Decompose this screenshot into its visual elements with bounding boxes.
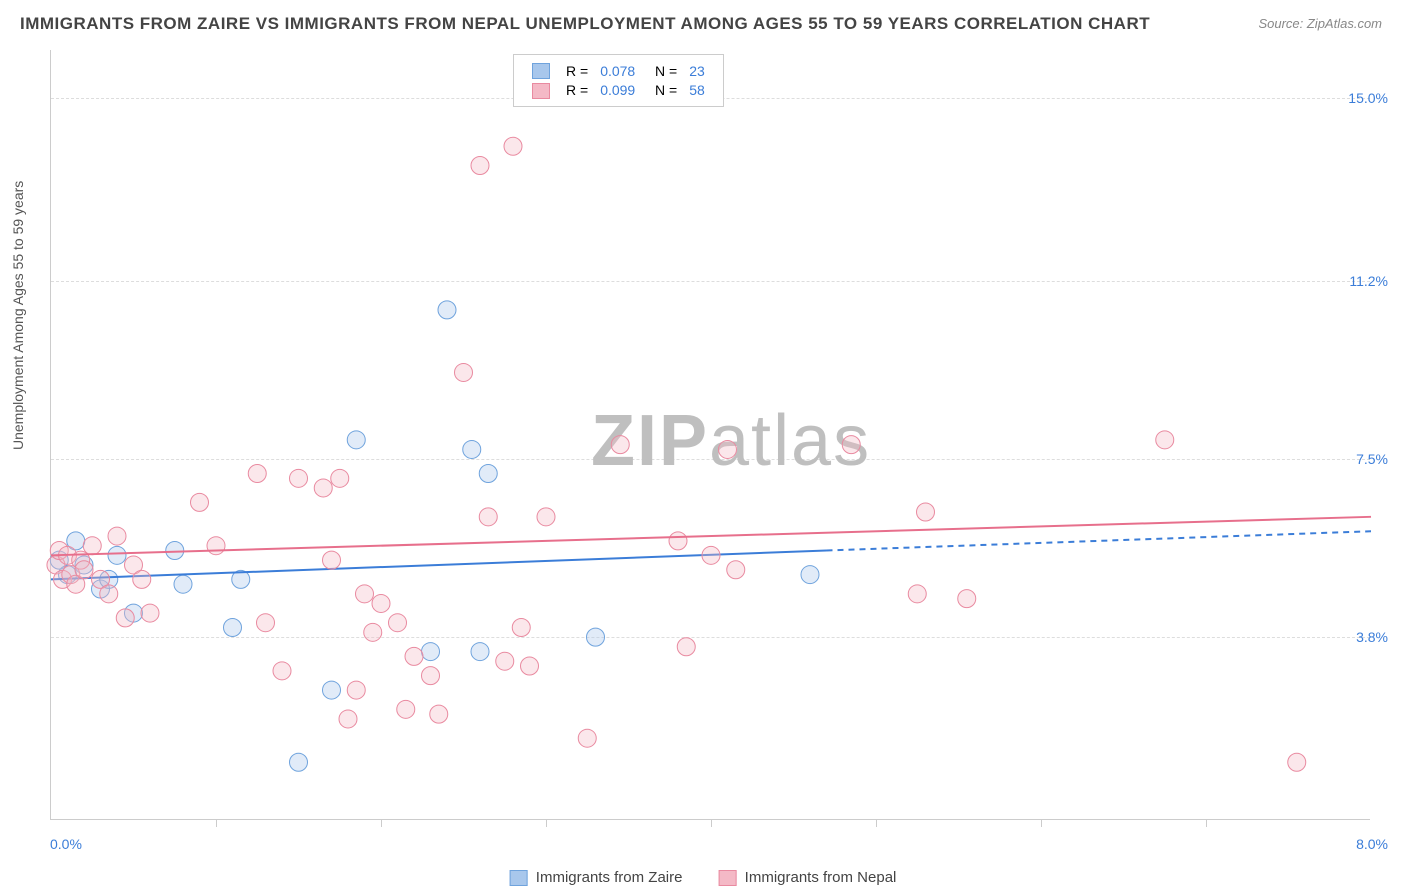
series-legend: Immigrants from Zaire Immigrants from Ne… xyxy=(492,869,915,886)
legend-swatch xyxy=(718,870,736,886)
legend-r-value: 0.099 xyxy=(594,80,641,99)
data-point xyxy=(727,561,745,579)
data-point xyxy=(323,551,341,569)
data-point xyxy=(908,585,926,603)
chart-title: IMMIGRANTS FROM ZAIRE VS IMMIGRANTS FROM… xyxy=(20,14,1150,34)
data-point xyxy=(471,157,489,175)
chart-source: Source: ZipAtlas.com xyxy=(1258,16,1382,31)
data-point xyxy=(842,436,860,454)
legend-r-value: 0.078 xyxy=(594,61,641,80)
data-point xyxy=(356,585,374,603)
data-point xyxy=(405,647,423,665)
data-point xyxy=(702,546,720,564)
data-point xyxy=(463,440,481,458)
data-point xyxy=(339,710,357,728)
data-point xyxy=(719,440,737,458)
data-point xyxy=(83,537,101,555)
legend-n-label: N = xyxy=(641,80,683,99)
data-point xyxy=(248,465,266,483)
data-point xyxy=(958,590,976,608)
data-point xyxy=(290,753,308,771)
x-origin-label: 0.0% xyxy=(50,836,82,852)
data-point xyxy=(504,137,522,155)
data-point xyxy=(331,469,349,487)
x-tick xyxy=(876,819,877,827)
legend-r-label: R = xyxy=(560,61,594,80)
legend-swatch xyxy=(510,870,528,886)
legend-r-label: R = xyxy=(560,80,594,99)
data-point xyxy=(75,561,93,579)
legend-swatch xyxy=(532,63,550,79)
data-point xyxy=(587,628,605,646)
data-point xyxy=(578,729,596,747)
data-point xyxy=(537,508,555,526)
trend-line-ext xyxy=(827,531,1372,550)
data-point xyxy=(273,662,291,680)
data-point xyxy=(512,619,530,637)
legend-swatch xyxy=(532,83,550,99)
data-point xyxy=(438,301,456,319)
x-tick xyxy=(381,819,382,827)
scatter-plot-svg xyxy=(51,50,1370,819)
legend-n-value: 23 xyxy=(683,61,711,80)
data-point xyxy=(108,527,126,545)
data-point xyxy=(100,585,118,603)
x-max-label: 8.0% xyxy=(1356,836,1388,852)
data-point xyxy=(669,532,687,550)
data-point xyxy=(166,542,184,560)
data-point xyxy=(174,575,192,593)
data-point xyxy=(347,681,365,699)
data-point xyxy=(389,614,407,632)
legend-item: Immigrants from Zaire xyxy=(510,869,683,886)
data-point xyxy=(141,604,159,622)
data-point xyxy=(479,465,497,483)
chart-plot-area: ZIPatlas R = 0.078 N = 23 R = 0.099 N = … xyxy=(50,50,1370,820)
data-point xyxy=(917,503,935,521)
data-point xyxy=(133,570,151,588)
data-point xyxy=(611,436,629,454)
data-point xyxy=(677,638,695,656)
data-point xyxy=(323,681,341,699)
x-tick xyxy=(1041,819,1042,827)
x-tick xyxy=(711,819,712,827)
legend-label: Immigrants from Zaire xyxy=(536,869,683,886)
data-point xyxy=(207,537,225,555)
data-point xyxy=(347,431,365,449)
data-point xyxy=(430,705,448,723)
correlation-legend: R = 0.078 N = 23 R = 0.099 N = 58 xyxy=(513,54,724,107)
data-point xyxy=(372,594,390,612)
data-point xyxy=(455,363,473,381)
data-point xyxy=(422,643,440,661)
legend-n-value: 58 xyxy=(683,80,711,99)
x-tick xyxy=(546,819,547,827)
data-point xyxy=(1156,431,1174,449)
data-point xyxy=(191,493,209,511)
data-point xyxy=(108,546,126,564)
data-point xyxy=(1288,753,1306,771)
legend-label: Immigrants from Nepal xyxy=(745,869,897,886)
data-point xyxy=(224,619,242,637)
data-point xyxy=(397,700,415,718)
data-point xyxy=(364,623,382,641)
data-point xyxy=(290,469,308,487)
data-point xyxy=(314,479,332,497)
data-point xyxy=(801,566,819,584)
legend-n-label: N = xyxy=(641,61,683,80)
legend-item: Immigrants from Nepal xyxy=(718,869,896,886)
data-point xyxy=(521,657,539,675)
data-point xyxy=(496,652,514,670)
data-point xyxy=(257,614,275,632)
data-point xyxy=(479,508,497,526)
x-tick xyxy=(216,819,217,827)
data-point xyxy=(422,667,440,685)
data-point xyxy=(471,643,489,661)
x-tick xyxy=(1206,819,1207,827)
y-axis-label: Unemployment Among Ages 55 to 59 years xyxy=(10,181,26,450)
data-point xyxy=(116,609,134,627)
